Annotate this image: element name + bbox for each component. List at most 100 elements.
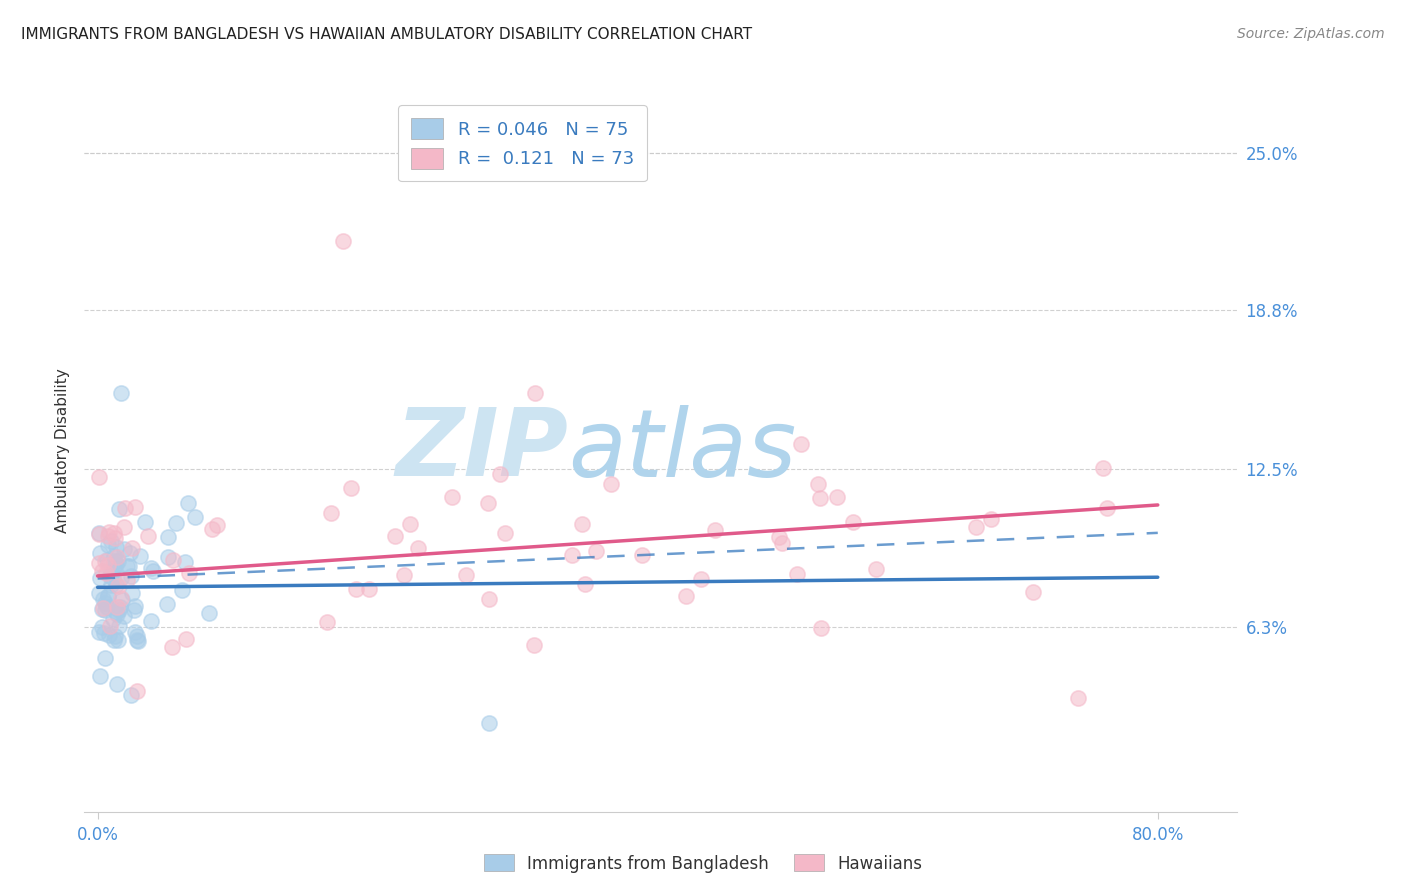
Point [703,524,725,538]
Point [91,601,114,615]
Legend: Immigrants from Bangladesh, Hawaiians: Immigrants from Bangladesh, Hawaiians [477,847,929,880]
Point [124,599,146,613]
Point [139,561,162,575]
Point [104,629,127,643]
Point [89,571,111,585]
Point [96,599,118,614]
Point [184,510,207,524]
Point [489,467,512,481]
Point [97,589,120,603]
Point [842,515,865,529]
Point [87,526,110,541]
Point [114,501,136,516]
Point [104,531,127,545]
Point [105,549,128,564]
Point [107,633,129,648]
Point [103,526,125,541]
Point [87,586,110,600]
Point [810,621,832,635]
Point [825,490,848,504]
Point [100,533,122,548]
Point [156,530,179,544]
Point [104,578,127,592]
Point [441,490,464,504]
Point [522,638,544,652]
Point [110,591,132,605]
Point [339,481,361,495]
Point [89,624,111,639]
Point [675,589,697,603]
Point [125,633,148,648]
Point [129,549,152,564]
Point [156,597,179,611]
Point [456,567,478,582]
Point [198,606,221,620]
Point [523,386,546,401]
Point [332,235,354,249]
Point [105,677,128,691]
Legend: R = 0.046   N = 75, R =  0.121   N = 73: R = 0.046 N = 75, R = 0.121 N = 73 [398,105,647,181]
Point [100,578,122,592]
Point [105,557,128,571]
Point [97,589,120,603]
Point [344,582,367,596]
Point [630,548,652,562]
Point [97,628,120,642]
Point [89,669,111,683]
Point [101,612,124,626]
Point [124,500,146,515]
Point [112,520,135,534]
Point [110,386,132,401]
Text: ZIP: ZIP [395,404,568,497]
Point [94,603,117,617]
Point [105,607,128,621]
Point [1022,585,1045,599]
Point [571,516,593,531]
Point [174,632,197,647]
Point [98,619,121,633]
Point [127,634,149,648]
Point [89,546,111,560]
Point [108,600,131,615]
Point [141,615,163,629]
Point [89,470,111,484]
Point [104,605,127,619]
Point [201,522,224,536]
Point [124,624,146,639]
Point [87,526,110,541]
Point [103,560,125,574]
Point [103,632,125,647]
Point [108,602,131,616]
Point [104,554,127,568]
Point [105,540,128,554]
Point [108,619,131,633]
Point [87,556,110,570]
Point [93,626,115,640]
Y-axis label: Ambulatory Disability: Ambulatory Disability [55,368,70,533]
Point [1095,501,1118,516]
Point [115,559,138,574]
Point [392,567,415,582]
Point [115,574,138,588]
Point [107,554,129,568]
Point [865,561,887,575]
Point [110,571,132,585]
Point [94,566,117,580]
Point [91,565,114,579]
Point [406,541,429,555]
Point [120,568,142,582]
Text: Source: ZipAtlas.com: Source: ZipAtlas.com [1237,27,1385,41]
Point [477,716,499,731]
Point [494,525,516,540]
Point [477,495,499,509]
Point [165,516,187,530]
Point [585,544,607,558]
Point [162,553,184,567]
Point [108,501,131,516]
Point [111,593,134,607]
Point [177,495,200,509]
Point [1091,460,1114,475]
Point [97,529,120,543]
Point [94,651,117,665]
Point [177,566,200,580]
